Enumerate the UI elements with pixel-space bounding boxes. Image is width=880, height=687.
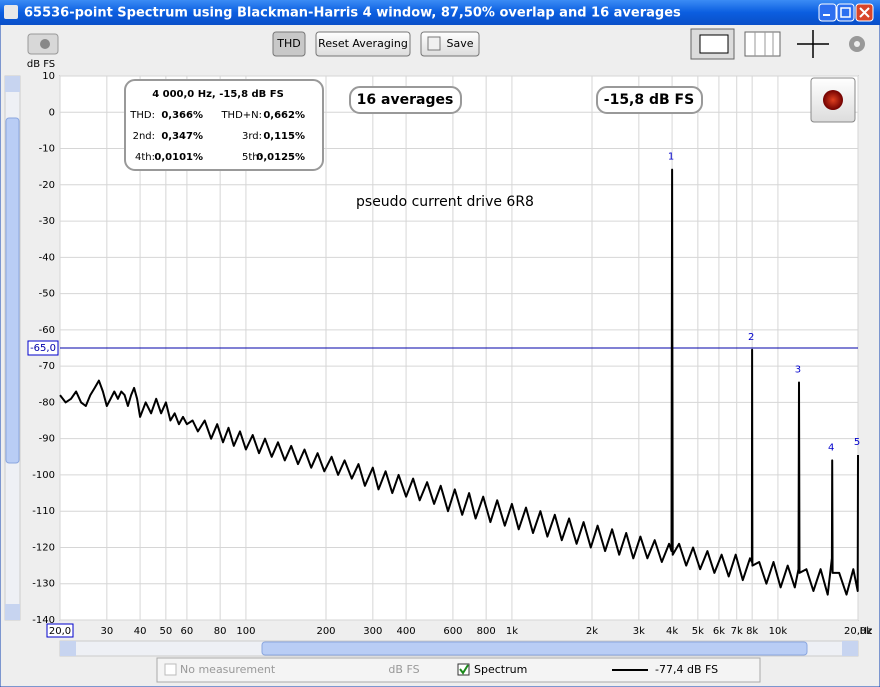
legend-no-measurement: No measurement xyxy=(180,663,276,676)
y-tick-label: 10 xyxy=(42,71,55,82)
harmonic-label: 5 xyxy=(854,437,860,448)
x-tick-label: 1k xyxy=(506,626,518,637)
info-label: 4th: xyxy=(135,152,155,163)
x-tick-label: 400 xyxy=(397,626,416,637)
y-tick-label: -100 xyxy=(32,470,55,481)
y-tick-label: -90 xyxy=(39,434,55,445)
x-tick-label: 600 xyxy=(443,626,462,637)
maximize[interactable] xyxy=(836,3,855,22)
legend-series: Spectrum xyxy=(474,663,527,676)
app-icon xyxy=(4,5,18,19)
y-tick-label: -10 xyxy=(39,144,55,155)
y-tick-label: -30 xyxy=(39,216,55,227)
y-tick-label: -40 xyxy=(39,252,55,263)
y-unit: dB FS xyxy=(27,59,55,70)
x-tick-label: 20,0k xyxy=(844,626,872,637)
x-cursor-box xyxy=(46,623,74,638)
averages: 16 averages xyxy=(357,92,454,108)
scroll-thumb[interactable] xyxy=(5,117,20,464)
x-tick-label: 3k xyxy=(633,626,645,637)
button-label[interactable]: Save xyxy=(446,37,473,50)
info-value: 0,0101% xyxy=(154,152,203,163)
x-tick-label: 7k xyxy=(731,626,743,637)
y-tick-label: -70 xyxy=(39,361,55,372)
legend-unit: dB FS xyxy=(388,663,419,676)
harmonic-label: 1 xyxy=(668,152,674,163)
harmonic-label: 3 xyxy=(795,364,801,375)
view-icons[interactable] xyxy=(690,28,865,60)
y-tick-label: -60 xyxy=(39,325,55,336)
info-header: 4 000,0 Hz, -15,8 dB FS xyxy=(152,89,284,100)
plot: 1 2 3 4 5 xyxy=(59,75,860,621)
x-tick-label: 40 xyxy=(134,626,147,637)
y-tick-label: -80 xyxy=(39,397,55,408)
x-tick-label: 200 xyxy=(316,626,335,637)
reset-button[interactable]: Reset Averaging xyxy=(315,31,411,57)
info-label: 3rd: xyxy=(242,131,262,142)
level: -15,8 dB FS xyxy=(604,92,694,108)
info-value: 0,0125% xyxy=(256,152,305,163)
y-tick-label: -120 xyxy=(32,542,55,553)
x-tick-label: 50 xyxy=(159,626,172,637)
save-button[interactable]: Save xyxy=(420,31,480,57)
harmonic-label: 2 xyxy=(748,332,754,343)
thd-button[interactable]: THD xyxy=(272,31,306,57)
button-label[interactable]: Reset Averaging xyxy=(318,37,408,50)
x-tick-label: 6k xyxy=(713,626,725,637)
x-tick-label: 60 xyxy=(181,626,194,637)
x-tick-label: 2k xyxy=(586,626,598,637)
info-label: THD: xyxy=(129,110,155,121)
scroll-thumb[interactable] xyxy=(261,641,808,656)
y-tick-label: -130 xyxy=(32,579,55,590)
button-label[interactable]: THD xyxy=(276,37,300,50)
title-bar xyxy=(0,0,880,25)
y-tick-label: -50 xyxy=(39,289,55,300)
info-value: 0,115% xyxy=(263,131,305,142)
x-tick-label: 300 xyxy=(363,626,382,637)
x-tick-label: 10k xyxy=(769,626,788,637)
y-tick-label: 0 xyxy=(49,107,55,118)
cursor-label-box xyxy=(27,340,59,356)
x-tick-label: 80 xyxy=(214,626,227,637)
info-label: 2nd: xyxy=(133,131,155,142)
x-tick-label: 8k xyxy=(746,626,758,637)
x-tick-label: 4k xyxy=(666,626,678,637)
y-tick-label: -110 xyxy=(32,506,55,517)
legend-value: -77,4 dB FS xyxy=(655,663,718,676)
window-controls[interactable] xyxy=(818,3,874,22)
h-scrollbar[interactable] xyxy=(59,640,859,657)
averages-box xyxy=(349,86,462,114)
record-button[interactable] xyxy=(810,77,856,123)
x-tick-label: 20,0 xyxy=(49,626,71,637)
cursor-label: -65,0 xyxy=(30,343,56,354)
x-unit: Hz xyxy=(860,626,873,637)
grid-icon[interactable] xyxy=(744,31,781,57)
y-tick-label: -140 xyxy=(32,615,55,626)
x-tick-label: 30 xyxy=(100,626,113,637)
v-scrollbar[interactable] xyxy=(4,75,21,621)
window-title: 65536-point Spectrum using Blackman-Harr… xyxy=(24,6,681,21)
checkbox[interactable] xyxy=(164,663,177,676)
x-tick-label: 800 xyxy=(477,626,496,637)
x-tick-label: 5k xyxy=(692,626,704,637)
minimize[interactable] xyxy=(818,3,837,22)
info-label: 5th: xyxy=(242,152,262,163)
info-value: 0,662% xyxy=(263,110,305,121)
info-value: 0,347% xyxy=(161,131,203,142)
x-tick-label: 100 xyxy=(236,626,255,637)
zoom-icon[interactable] xyxy=(797,30,829,58)
harmonic-label: 4 xyxy=(828,442,834,453)
info-label: THD+N: xyxy=(220,110,262,121)
info-box xyxy=(124,79,324,171)
spectrum-line xyxy=(59,168,859,596)
info-value: 0,366% xyxy=(161,110,203,121)
annotation: pseudo current drive 6R8 xyxy=(356,194,534,210)
y-tick-label: -20 xyxy=(39,180,55,191)
level-box xyxy=(596,86,703,114)
checkbox[interactable] xyxy=(457,663,470,676)
